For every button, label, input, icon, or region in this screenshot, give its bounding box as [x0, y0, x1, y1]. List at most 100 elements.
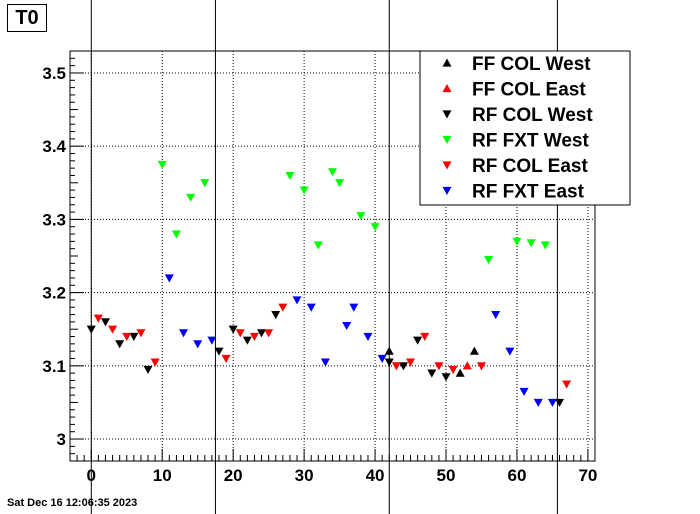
- data-point: [214, 347, 224, 356]
- data-point: [122, 332, 132, 342]
- legend-marker: [442, 110, 452, 119]
- data-point: [349, 303, 359, 312]
- legend-label: FF COL West: [472, 54, 591, 75]
- tick-labels: 0 10 20 30 40 50 60 70 3 3.1 3.2 3.3 3.4 3.5: [42, 64, 597, 485]
- data-point: [306, 303, 316, 312]
- data-point: [278, 303, 288, 312]
- data-point: [540, 241, 550, 250]
- data-point: [129, 332, 139, 342]
- data-point: [143, 365, 153, 374]
- legend-label: RF COL East: [472, 156, 588, 177]
- y-tick-label: 3.5: [42, 64, 66, 83]
- data-point: [519, 387, 529, 396]
- data-point: [484, 256, 494, 265]
- data-point: [221, 354, 231, 363]
- data-point: [377, 354, 387, 363]
- y-tick-label: 3.3: [42, 210, 66, 229]
- data-point: [136, 329, 146, 338]
- data-point: [193, 340, 203, 349]
- data-point: [342, 321, 352, 331]
- x-tick-label: 40: [366, 466, 385, 485]
- x-tick-label: 0: [87, 466, 96, 485]
- x-tick-label: 70: [578, 466, 597, 485]
- legend-label: RF COL West: [472, 105, 593, 126]
- y-tick-label: 3.2: [42, 284, 66, 303]
- data-point: [200, 179, 210, 188]
- legend-marker: [442, 135, 452, 144]
- data-point: [555, 398, 565, 407]
- data-point: [100, 318, 110, 327]
- data-point: [257, 329, 267, 338]
- data-point: [93, 314, 103, 323]
- data-point: [391, 362, 401, 371]
- data-point: [264, 329, 274, 338]
- data-point: [299, 186, 309, 195]
- data-point: [441, 373, 451, 382]
- data-point: [526, 239, 536, 248]
- y-tick-label: 3.4: [42, 137, 66, 156]
- data-point: [533, 398, 543, 407]
- data-point: [292, 296, 302, 305]
- data-point: [150, 358, 160, 367]
- data-point: [476, 362, 486, 371]
- data-point: [108, 325, 118, 334]
- data-point: [427, 369, 437, 378]
- legend-marker: [442, 186, 452, 195]
- data-point: [285, 171, 295, 180]
- legend: FF COL West FF COL East RF COL West RF FXT …: [419, 50, 631, 206]
- data-point: [462, 361, 472, 370]
- data-point: [271, 310, 281, 320]
- data-point: [164, 274, 174, 283]
- legend-marker: [442, 58, 452, 67]
- data-point: [398, 362, 408, 371]
- data-point: [505, 347, 515, 356]
- data-point: [406, 358, 416, 367]
- data-point: [235, 329, 245, 338]
- x-tick-label: 20: [224, 466, 243, 485]
- data-point: [512, 237, 522, 246]
- legend-box: [419, 50, 631, 206]
- data-point: [420, 332, 430, 342]
- chart-title: T0: [7, 4, 47, 32]
- data-point: [207, 336, 217, 345]
- data-point: [115, 340, 125, 349]
- data-point: [434, 362, 444, 371]
- data-point: [335, 179, 345, 188]
- x-tick-label: 50: [437, 466, 456, 485]
- data-point: [356, 212, 366, 221]
- data-point: [328, 168, 337, 177]
- data-point: [179, 329, 189, 338]
- data-point: [228, 325, 238, 334]
- x-tick-label: 30: [295, 466, 314, 485]
- data-point: [413, 336, 423, 345]
- legend-label: RF FXT East: [472, 182, 585, 203]
- data-point: [186, 193, 196, 202]
- data-point: [469, 346, 479, 355]
- y-tick-label: 3.1: [42, 357, 66, 376]
- data-point: [86, 325, 96, 334]
- grid: [70, 51, 595, 461]
- data-point: [363, 332, 373, 342]
- data-point: [491, 310, 501, 320]
- data-point: [313, 241, 323, 250]
- data-point: [384, 346, 394, 355]
- axis-ticks: [69, 50, 596, 462]
- legend-label: FF COL East: [472, 80, 586, 101]
- data-point: [249, 332, 259, 342]
- data-point: [320, 358, 330, 367]
- y-tick-label: 3: [57, 430, 66, 449]
- legend-marker: [442, 84, 452, 93]
- timestamp: Sat Dec 16 12:06:35 2023: [7, 497, 138, 509]
- data-point: [242, 336, 252, 345]
- data-point: [455, 368, 465, 377]
- data-point: [547, 398, 557, 407]
- legend-label: RF FXT West: [472, 131, 589, 152]
- data-point: [384, 358, 394, 367]
- data-point: [448, 365, 458, 374]
- data-point: [370, 223, 380, 232]
- x-tick-label: 10: [153, 466, 172, 485]
- data-point: [562, 380, 572, 389]
- data-point: [171, 230, 181, 239]
- data-points: [86, 160, 572, 407]
